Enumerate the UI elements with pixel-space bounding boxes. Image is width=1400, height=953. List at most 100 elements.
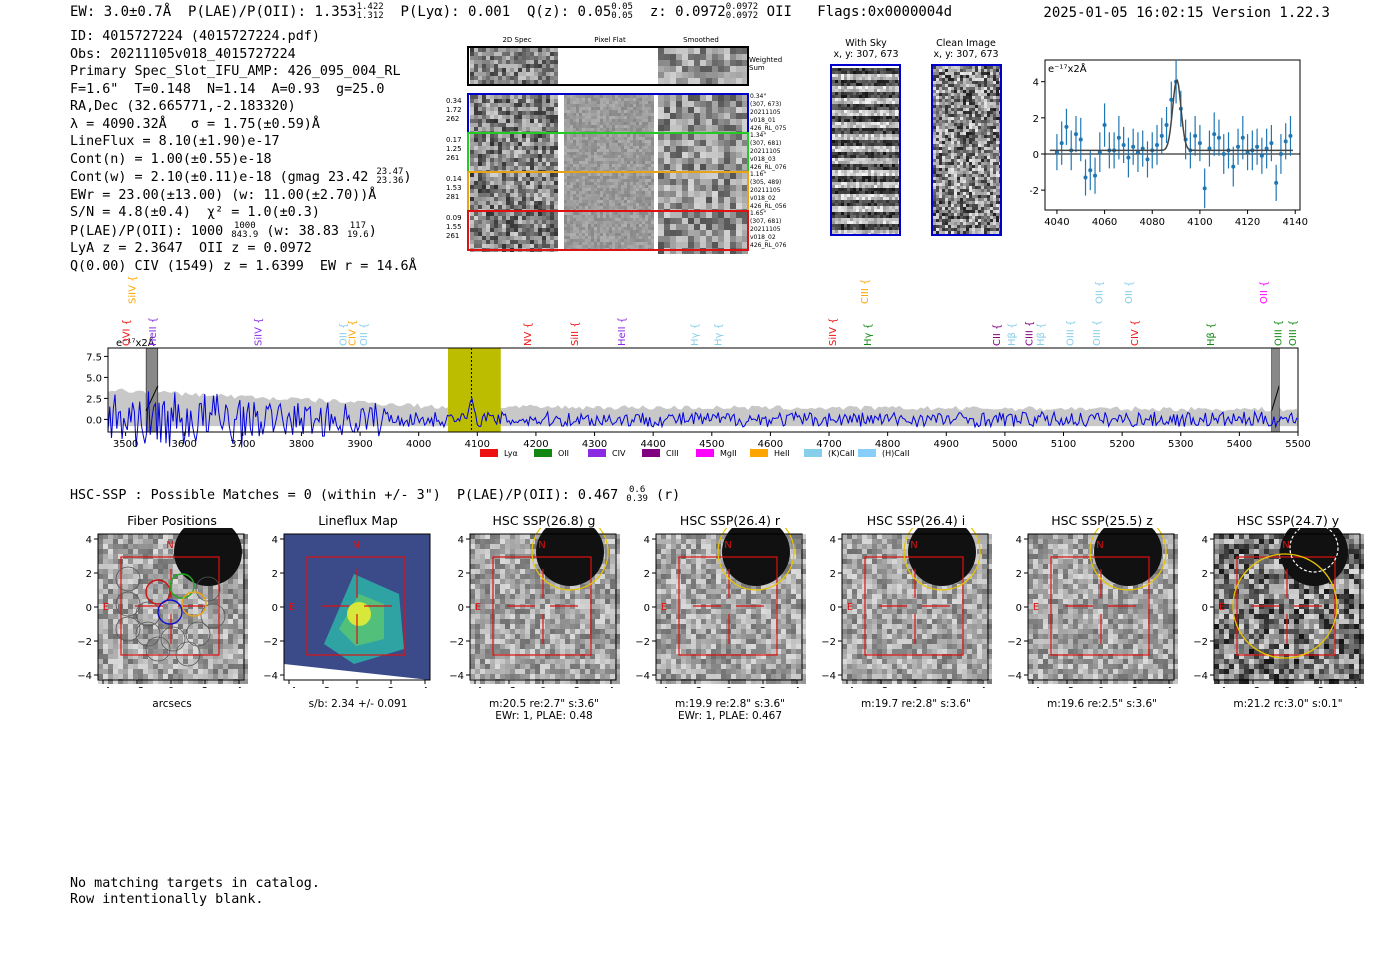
cutout-ytick-label: −2 xyxy=(1007,637,1022,648)
spectrum-xtick-label: 4600 xyxy=(758,439,783,450)
sky-bright-band xyxy=(832,158,901,164)
header-z: z: 0.0972 xyxy=(649,4,726,20)
fit-data-point xyxy=(1283,123,1288,160)
info-ewr: EWr = 23.00(±13.00) (w: 11.00(±2.70))Å xyxy=(70,187,377,203)
fiber-right-label: (307, 681) xyxy=(750,218,781,225)
cutout-caption: m:19.6 re:2.5" s:3.6" xyxy=(1017,698,1187,710)
east-label: E xyxy=(475,602,481,613)
cutout-image: N E −4 −4 −2 −2 0 0 2 2 4 4 xyxy=(821,528,992,688)
weighted-smoothed xyxy=(658,48,748,84)
cutout-xtick-label: 4 xyxy=(980,686,986,688)
fiber-2dspec xyxy=(470,173,558,213)
cutout-xtick-label: 2 xyxy=(1318,686,1324,688)
spectrum-xtick-label: 4100 xyxy=(465,439,490,450)
fit-data-point xyxy=(1088,150,1093,191)
spectrum-xtick-label: 3800 xyxy=(289,439,314,450)
fit-data-point xyxy=(1278,134,1283,174)
cutout-ytick-label: 2 xyxy=(458,569,464,580)
footer-line: No matching targets in catalog. xyxy=(70,876,320,891)
east-label: E xyxy=(289,602,295,613)
spectral-line-label: CIV { xyxy=(1130,320,1141,346)
north-label: N xyxy=(724,540,731,551)
fiber-right-label: (307, 681) xyxy=(750,140,781,147)
fit-data-point xyxy=(1269,125,1274,162)
spectral-line-label: CIV { xyxy=(347,320,358,346)
legend-entry: HeII xyxy=(750,449,790,458)
fit-xtick-label: 4120 xyxy=(1235,217,1260,228)
fiber-left-label: 262 xyxy=(446,115,459,123)
fiber-left-label: 1.53 xyxy=(446,184,462,192)
legend-entry: Lyα xyxy=(480,449,518,458)
cutout-caption-line: EWr: 1, PLAE: 0.48 xyxy=(495,710,593,722)
north-label: N xyxy=(352,540,359,551)
sky-bright-band xyxy=(832,218,901,224)
spectrum-xtick-label: 3900 xyxy=(347,439,372,450)
source-ellipse xyxy=(717,528,795,591)
secondary-ellipse xyxy=(1289,528,1339,573)
cutout-ytick-label: −4 xyxy=(1193,671,1208,682)
cutout-xtick-label: 2 xyxy=(202,686,208,688)
cutout-ytick-label: −2 xyxy=(635,637,650,648)
fiber-right-label: 20211105 xyxy=(750,226,781,233)
spectral-line-label: OII { xyxy=(338,323,349,346)
header-right: 2025-01-05 16:02:15 Version 1.22.3 xyxy=(1043,5,1330,21)
north-label: N xyxy=(1096,540,1103,551)
fiber-right-label: 20211105 xyxy=(750,109,781,116)
sky-bright-band xyxy=(832,110,901,116)
fit-xtick-label: 4060 xyxy=(1092,217,1117,228)
cutout-title: Fiber Positions xyxy=(127,513,217,528)
cutout-caption-line: s/b: 2.34 +/- 0.091 xyxy=(308,698,408,710)
cutout-xtick-label: 2 xyxy=(760,686,766,688)
fit-data-point xyxy=(1288,116,1293,156)
cutout-ytick-label: 4 xyxy=(830,535,836,546)
info-obs: Obs: 20211105v018_4015727224 xyxy=(70,46,296,62)
with-sky-title: With Sky x, y: 307, 673 xyxy=(833,38,899,60)
spectral-line-label: OIII { xyxy=(1273,320,1284,346)
detection-info: ID: 4015727224 (4015727224.pdf) Obs: 202… xyxy=(70,28,417,275)
fit-unit-label: e⁻¹⁷x2Å xyxy=(1048,62,1087,75)
info-contw: Cont(w) = 2.10(±0.11)e-18 (gmag 23.42 23… xyxy=(70,167,412,186)
cutout-title: HSC SSP(26.4) r xyxy=(679,513,781,528)
fiber-left-label: 261 xyxy=(446,154,459,162)
info-id: ID: 4015727224 (4015727224.pdf) xyxy=(70,29,320,44)
cutout-image: N E −4 −4 −2 −2 0 0 2 2 4 4 xyxy=(449,528,620,688)
full-spectrum-plot: e⁻¹⁷x2Å 3500 3600 3700 3800 3900 4000 4100 4200 4… xyxy=(86,276,1311,458)
spectral-line-label: Hβ { xyxy=(1036,323,1047,346)
header-plya: P(Lyα): 0.001 xyxy=(400,4,511,20)
fit-data-point xyxy=(1135,132,1140,173)
spectrum-ytick-label: 5.0 xyxy=(86,373,102,384)
fit-data-point xyxy=(1064,108,1069,145)
cutout-xtick-label: −4 xyxy=(96,686,111,688)
fit-data-point xyxy=(1240,116,1245,160)
fit-data-point xyxy=(1259,137,1264,174)
fiber-circle-highlight xyxy=(169,573,195,599)
header-qz: Q(z): 0.05 xyxy=(526,4,612,20)
info-fiber: F=1.6" T=0.148 N=1.14 A=0.93 g=25.0 xyxy=(70,81,385,97)
cutout-image: N E −4 −4 −2 −2 0 0 2 2 4 4 xyxy=(1193,528,1364,688)
sky-bright-band xyxy=(832,206,901,212)
cutout-title: HSC SSP(25.5) z xyxy=(1051,513,1153,528)
fiber-left-label: 1.25 xyxy=(446,145,462,153)
sky-dark-band xyxy=(832,152,901,158)
fiber-circle xyxy=(185,621,211,647)
cutout-xtick-label: 2 xyxy=(946,686,952,688)
east-label: E xyxy=(1219,602,1225,613)
cutout-xtick-label: 0 xyxy=(912,686,918,688)
weighted-sum-row xyxy=(467,46,749,86)
fiber-gap xyxy=(558,95,563,132)
fiber-frame xyxy=(467,210,749,251)
fit-data-point xyxy=(1059,121,1064,165)
cutout-xtick-label: 0 xyxy=(540,686,546,688)
spectral-line-label: CIII { xyxy=(1024,321,1035,346)
fit-data-point xyxy=(1255,128,1260,165)
fiber-gap xyxy=(654,95,658,132)
info-lineflux: LineFlux = 8.10(±1.90)e-17 xyxy=(70,134,280,149)
east-label: E xyxy=(847,602,853,613)
east-label: E xyxy=(103,602,109,613)
aperture-box xyxy=(1236,556,1336,656)
spec2d-col-title: 2D Spec xyxy=(502,36,531,44)
fiber-right-label: 20211105 xyxy=(750,148,781,155)
fiber-smoothed xyxy=(658,173,748,215)
spectrum-xtick-label: 5100 xyxy=(1051,439,1076,450)
